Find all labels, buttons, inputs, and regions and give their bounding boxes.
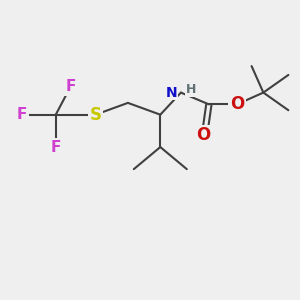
Text: N: N — [166, 85, 177, 100]
Text: S: S — [89, 106, 101, 124]
Text: F: F — [51, 140, 61, 154]
Text: H: H — [186, 83, 197, 96]
Text: F: F — [65, 79, 76, 94]
Text: O: O — [230, 95, 244, 113]
Text: F: F — [17, 107, 27, 122]
Text: O: O — [196, 126, 210, 144]
